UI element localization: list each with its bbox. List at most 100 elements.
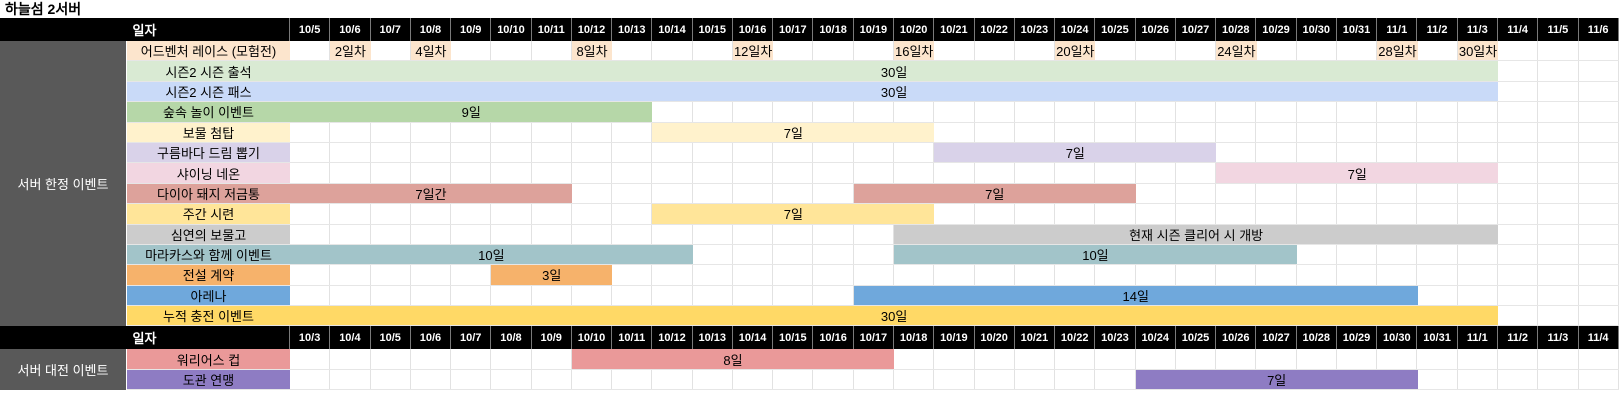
empty-day-cell[interactable] bbox=[1297, 244, 1337, 265]
event-bar[interactable]: 9일 bbox=[290, 102, 653, 122]
empty-day-cell[interactable] bbox=[572, 285, 613, 306]
empty-day-cell[interactable] bbox=[1216, 349, 1257, 369]
empty-day-cell[interactable] bbox=[773, 183, 814, 204]
empty-day-cell[interactable] bbox=[733, 163, 774, 183]
date-header-cell[interactable]: 11/3 bbox=[1538, 326, 1579, 350]
event-bar[interactable]: 8일 bbox=[571, 349, 895, 369]
empty-day-cell[interactable] bbox=[1458, 265, 1498, 285]
empty-day-cell[interactable] bbox=[1337, 41, 1378, 61]
empty-day-cell[interactable] bbox=[773, 41, 814, 61]
empty-day-cell[interactable] bbox=[1337, 122, 1378, 142]
empty-day-cell[interactable] bbox=[1095, 349, 1136, 369]
empty-day-cell[interactable] bbox=[330, 369, 371, 390]
empty-day-cell[interactable] bbox=[854, 41, 894, 61]
event-bar[interactable]: 7일 bbox=[652, 122, 935, 142]
empty-day-cell[interactable] bbox=[773, 369, 814, 390]
empty-day-cell[interactable] bbox=[411, 204, 452, 224]
empty-day-cell[interactable] bbox=[934, 204, 975, 224]
empty-day-cell[interactable] bbox=[1176, 204, 1217, 224]
empty-day-cell[interactable] bbox=[1176, 122, 1217, 142]
empty-day-cell[interactable] bbox=[854, 265, 894, 285]
row-label[interactable]: 전설 계약 bbox=[127, 265, 290, 285]
empty-day-cell[interactable] bbox=[290, 369, 331, 390]
empty-day-cell[interactable] bbox=[894, 142, 935, 163]
event-bar[interactable]: 7일 bbox=[853, 183, 1136, 204]
empty-day-cell[interactable] bbox=[290, 349, 331, 369]
empty-day-cell[interactable] bbox=[693, 163, 733, 183]
date-header-label-top[interactable]: 일자 bbox=[0, 18, 290, 41]
empty-day-cell[interactable] bbox=[1095, 265, 1136, 285]
empty-day-cell[interactable] bbox=[1498, 81, 1539, 102]
empty-day-cell[interactable] bbox=[894, 349, 935, 369]
empty-day-cell[interactable] bbox=[1458, 183, 1498, 204]
empty-day-cell[interactable] bbox=[290, 142, 331, 163]
empty-day-cell[interactable] bbox=[1176, 265, 1217, 285]
empty-day-cell[interactable] bbox=[612, 285, 653, 306]
empty-day-cell[interactable] bbox=[1538, 349, 1579, 369]
empty-day-cell[interactable] bbox=[1538, 224, 1579, 244]
empty-day-cell[interactable] bbox=[532, 142, 572, 163]
day-mark-cell[interactable]: 24일차 bbox=[1216, 41, 1257, 61]
empty-day-cell[interactable] bbox=[1498, 102, 1539, 122]
date-header-cell[interactable]: 10/24 bbox=[1136, 326, 1176, 350]
empty-day-cell[interactable] bbox=[1136, 349, 1176, 369]
date-header-cell[interactable]: 10/19 bbox=[854, 18, 894, 41]
date-header-cell[interactable]: 10/21 bbox=[934, 18, 975, 41]
empty-day-cell[interactable] bbox=[411, 265, 452, 285]
empty-day-cell[interactable] bbox=[1256, 349, 1297, 369]
empty-day-cell[interactable] bbox=[451, 285, 492, 306]
empty-day-cell[interactable] bbox=[612, 41, 653, 61]
empty-day-cell[interactable] bbox=[1015, 265, 1056, 285]
date-header-cell[interactable]: 10/8 bbox=[411, 18, 452, 41]
empty-day-cell[interactable] bbox=[894, 102, 935, 122]
empty-day-cell[interactable] bbox=[1579, 61, 1619, 81]
empty-day-cell[interactable] bbox=[330, 142, 371, 163]
empty-day-cell[interactable] bbox=[1216, 204, 1257, 224]
row-label[interactable]: 심연의 보물고 bbox=[127, 224, 290, 244]
date-header-cell[interactable]: 10/27 bbox=[1176, 18, 1217, 41]
empty-day-cell[interactable] bbox=[693, 265, 733, 285]
empty-day-cell[interactable] bbox=[1216, 183, 1257, 204]
empty-day-cell[interactable] bbox=[371, 285, 411, 306]
empty-day-cell[interactable] bbox=[491, 142, 532, 163]
empty-day-cell[interactable] bbox=[652, 163, 693, 183]
empty-day-cell[interactable] bbox=[934, 369, 975, 390]
date-header-cell[interactable]: 10/20 bbox=[894, 18, 935, 41]
empty-day-cell[interactable] bbox=[1015, 349, 1056, 369]
date-header-cell[interactable]: 10/6 bbox=[411, 326, 452, 350]
empty-day-cell[interactable] bbox=[330, 349, 371, 369]
empty-day-cell[interactable] bbox=[652, 224, 693, 244]
empty-day-cell[interactable] bbox=[1136, 163, 1176, 183]
row-label[interactable]: 숲속 놀이 이벤트 bbox=[127, 102, 290, 122]
empty-day-cell[interactable] bbox=[451, 142, 492, 163]
empty-day-cell[interactable] bbox=[1498, 41, 1539, 61]
empty-day-cell[interactable] bbox=[1377, 142, 1418, 163]
empty-day-cell[interactable] bbox=[975, 369, 1015, 390]
empty-day-cell[interactable] bbox=[1377, 265, 1418, 285]
empty-day-cell[interactable] bbox=[733, 142, 774, 163]
empty-day-cell[interactable] bbox=[612, 369, 653, 390]
date-header-cell[interactable]: 10/6 bbox=[330, 18, 371, 41]
date-header-cell[interactable]: 10/30 bbox=[1297, 18, 1337, 41]
empty-day-cell[interactable] bbox=[1498, 142, 1539, 163]
date-header-cell[interactable]: 11/5 bbox=[1538, 18, 1579, 41]
empty-day-cell[interactable] bbox=[572, 122, 613, 142]
empty-day-cell[interactable] bbox=[813, 224, 854, 244]
empty-day-cell[interactable] bbox=[652, 265, 693, 285]
empty-day-cell[interactable] bbox=[1337, 183, 1378, 204]
empty-day-cell[interactable] bbox=[1055, 122, 1096, 142]
event-bar[interactable]: 30일 bbox=[290, 81, 1499, 102]
empty-day-cell[interactable] bbox=[371, 163, 411, 183]
empty-day-cell[interactable] bbox=[733, 244, 774, 265]
empty-day-cell[interactable] bbox=[330, 204, 371, 224]
date-header-cell[interactable]: 10/30 bbox=[1377, 326, 1418, 350]
empty-day-cell[interactable] bbox=[491, 163, 532, 183]
empty-day-cell[interactable] bbox=[934, 122, 975, 142]
event-bar[interactable]: 30일 bbox=[290, 306, 1499, 326]
empty-day-cell[interactable] bbox=[1015, 122, 1056, 142]
date-header-cell[interactable]: 10/31 bbox=[1337, 18, 1378, 41]
event-bar[interactable]: 30일 bbox=[290, 61, 1499, 81]
empty-day-cell[interactable] bbox=[773, 265, 814, 285]
empty-day-cell[interactable] bbox=[1417, 183, 1458, 204]
empty-day-cell[interactable] bbox=[1256, 41, 1297, 61]
